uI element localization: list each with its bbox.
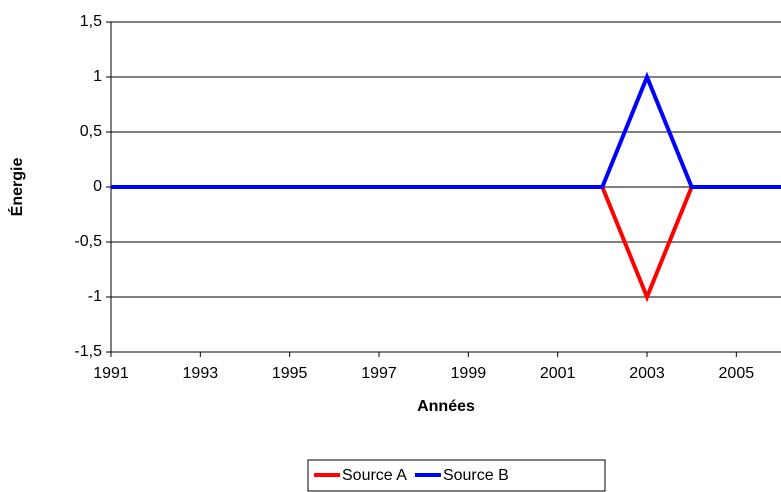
x-tick-label: 1997 [361,365,397,382]
series-line [111,71,781,189]
x-tick-label: 2001 [540,365,576,382]
y-tick-label: 1 [93,68,102,85]
x-tick-label: 1995 [272,365,308,382]
x-tick-label: 1991 [93,365,129,382]
x-axis-title: Années [417,398,475,415]
x-tick-label: 1999 [451,365,487,382]
y-tick-label: 0,5 [80,123,102,140]
x-tick-label: 1993 [183,365,219,382]
legend [307,459,606,492]
y-tick-label: 1,5 [80,13,102,30]
x-tick-label: 2005 [719,365,755,382]
y-axis-title: Énergie [7,158,26,217]
legend-label: Source A [342,467,407,484]
y-tick-label: -1 [88,288,102,305]
y-tick-label: 0 [93,178,102,195]
y-tick-label: -0,5 [74,233,102,250]
legend-label: Source B [443,467,509,484]
x-tick-label: 2003 [629,365,665,382]
y-tick-label: -1,5 [74,343,102,360]
